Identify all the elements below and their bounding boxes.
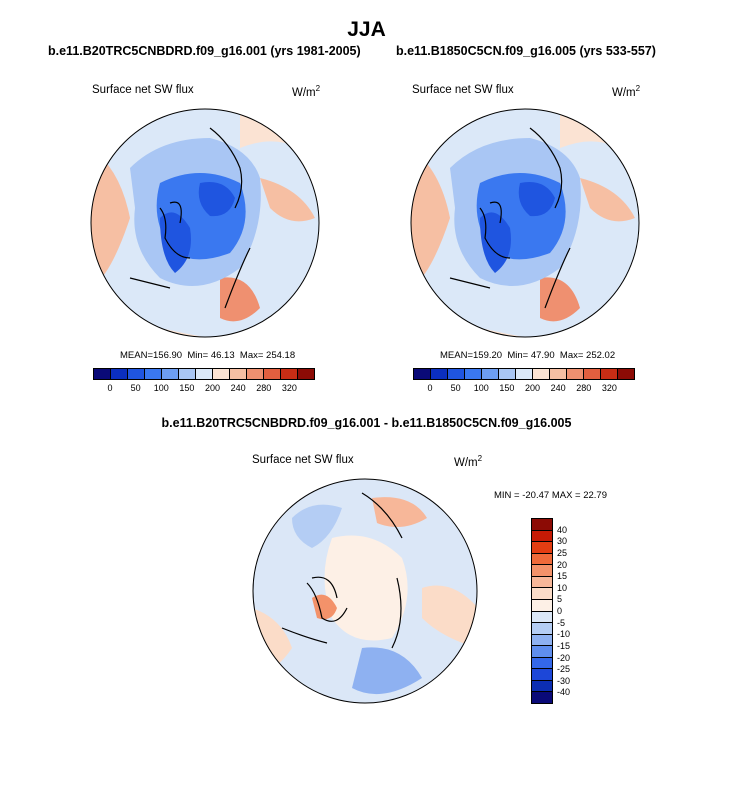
- left-colorbar-tick-label: 200: [205, 383, 221, 393]
- right-colorbar-tick-label: 200: [525, 383, 541, 393]
- left-units-label: W/m2: [292, 84, 321, 99]
- right-units-label: W/m2: [612, 84, 641, 99]
- right-colorbar-swatch: [618, 369, 634, 379]
- left-colorbar-tick-label: 0: [107, 383, 113, 393]
- left-colorbar-swatch: [94, 369, 111, 379]
- right-colorbar-swatch: [516, 369, 533, 379]
- left-colorbar-swatch: [298, 369, 314, 379]
- diff-colorbar-tick-label: -5: [557, 617, 566, 628]
- diff-colorbar-swatch: [532, 576, 552, 589]
- left-field-label: Surface net SW flux: [92, 84, 194, 96]
- diff-colorbar-tick-label: 0: [557, 606, 563, 616]
- diff-colorbar-swatch: [532, 530, 552, 543]
- left-colorbar-swatch: [247, 369, 264, 379]
- right-colorbar-tick-label: 150: [499, 383, 515, 393]
- diff-units-label: W/m2: [454, 454, 483, 469]
- right-field-label: Surface net SW flux: [412, 84, 514, 96]
- right-colorbar-swatch: [533, 369, 550, 379]
- left-colorbar-swatch: [196, 369, 213, 379]
- right-colorbar-swatch: [482, 369, 499, 379]
- left-colorbar-swatch: [213, 369, 230, 379]
- left-colorbar-tick-label: 50: [130, 383, 141, 393]
- right-colorbar-swatch: [414, 369, 431, 379]
- diff-colorbar-swatch: [532, 519, 552, 531]
- right-colorbar-tick-label: 320: [601, 383, 617, 393]
- left-colorbar-swatch: [145, 369, 162, 379]
- diff-stats: MIN = -20.47 MAX = 22.79: [494, 490, 608, 501]
- right-colorbar-swatch: [601, 369, 618, 379]
- left-colorbar-tick-label: 280: [256, 383, 272, 393]
- diff-colorbar-swatch: [532, 692, 552, 703]
- diff-panel-title: b.e11.B20TRC5CNBDRD.f09_g16.001 - b.e11.…: [161, 416, 572, 430]
- right-colorbar: 0 50 100 150 200 240 280 320: [413, 368, 635, 393]
- left-colorbar-tick-label: 240: [230, 383, 246, 393]
- diff-colorbar-tick-label: 25: [557, 547, 568, 558]
- diff-colorbar-tick-label: -25: [557, 664, 571, 675]
- diff-colorbar-swatch: [532, 542, 552, 554]
- left-colorbar: 0 50 100 150 200 240 280 320: [93, 368, 315, 393]
- right-colorbar-tick-label: 240: [550, 383, 566, 393]
- diff-colorbar-tick-label: -30: [557, 675, 571, 686]
- right-colorbar-swatch: [567, 369, 584, 379]
- left-panel-title: b.e11.B20TRC5CNBDRD.f09_g16.001 (yrs 198…: [48, 44, 361, 58]
- right-colorbar-swatch: [499, 369, 516, 379]
- diff-colorbar: 40 30 25 20 15 10 5 0 -5 -10 -15 -20 -25 -30 -40: [531, 518, 570, 704]
- diff-colorbar-swatch: [532, 680, 552, 693]
- diff-colorbar-swatch: [532, 588, 552, 600]
- diff-colorbar-tick-label: 20: [557, 559, 568, 570]
- diff-colorbar-tick-label: 10: [557, 582, 568, 593]
- diff-colorbar-swatch: [532, 634, 552, 647]
- diff-field-label: Surface net SW flux: [252, 454, 354, 466]
- left-colorbar-swatch: [128, 369, 145, 379]
- left-colorbar-swatch: [281, 369, 298, 379]
- right-colorbar-tick-label: 0: [427, 383, 433, 393]
- diff-colorbar-tick-label: -20: [557, 652, 571, 663]
- left-stats: MEAN=156.90 Min= 46.13 Max= 254.18: [120, 350, 296, 361]
- diff-colorbar-swatch: [532, 657, 552, 670]
- diff-colorbar-tick-label: -15: [557, 640, 571, 651]
- diff-colorbar-swatch: [532, 623, 552, 635]
- left-colorbar-tick-label: 320: [281, 383, 297, 393]
- diff-colorbar-swatch: [532, 599, 552, 612]
- right-panel-title: b.e11.B1850C5CN.f09_g16.005 (yrs 533-557…: [396, 44, 656, 58]
- diff-colorbar-swatch: [532, 669, 552, 681]
- left-colorbar-swatch: [230, 369, 247, 379]
- right-colorbar-swatch: [448, 369, 465, 379]
- right-polar-map: [410, 108, 640, 338]
- right-colorbar-swatch: [584, 369, 601, 379]
- right-colorbar-tick-label: 50: [450, 383, 461, 393]
- diff-colorbar-swatch: [532, 646, 552, 658]
- diff-colorbar-tick-label: 15: [557, 571, 568, 582]
- right-colorbar-tick-label: 100: [473, 383, 489, 393]
- left-polar-map: [90, 108, 320, 338]
- left-colorbar-swatch: [162, 369, 179, 379]
- right-colorbar-swatch: [431, 369, 448, 379]
- diff-colorbar-tick-label: 5: [557, 594, 563, 605]
- diff-colorbar-swatch: [532, 553, 552, 566]
- diff-colorbar-tick-label: 40: [557, 524, 568, 535]
- left-colorbar-swatch: [179, 369, 196, 379]
- right-colorbar-swatch: [550, 369, 567, 379]
- left-colorbar-tick-label: 150: [179, 383, 195, 393]
- diff-colorbar-swatch: [532, 611, 552, 624]
- right-colorbar-tick-label: 280: [576, 383, 592, 393]
- left-colorbar-swatch: [264, 369, 281, 379]
- diff-colorbar-tick-label: -10: [557, 629, 571, 640]
- right-colorbar-swatch: [465, 369, 482, 379]
- left-colorbar-swatch: [111, 369, 128, 379]
- main-title: JJA: [347, 18, 386, 41]
- diff-colorbar-tick-label: -40: [557, 687, 571, 698]
- diff-colorbar-swatch: [532, 565, 552, 577]
- right-stats: MEAN=159.20 Min= 47.90 Max= 252.02: [440, 350, 616, 361]
- left-colorbar-tick-label: 100: [153, 383, 169, 393]
- diff-polar-map: [252, 478, 478, 704]
- diff-colorbar-tick-label: 30: [557, 536, 568, 547]
